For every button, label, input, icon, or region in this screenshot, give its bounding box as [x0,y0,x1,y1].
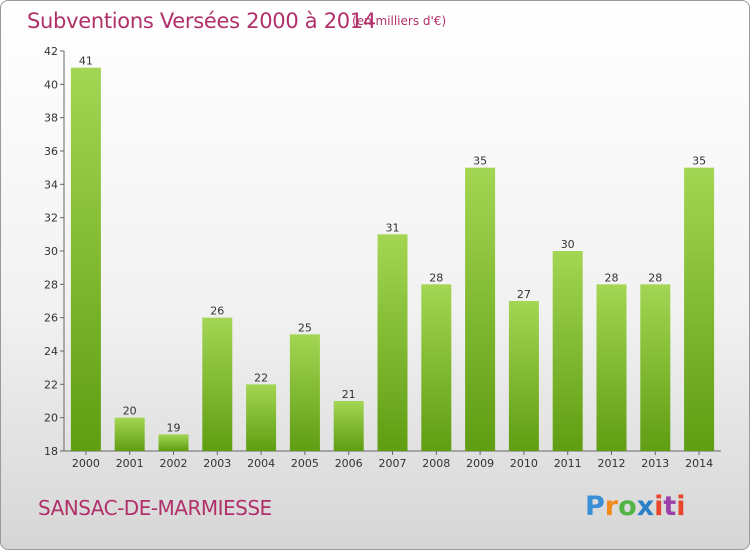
bar-value-label: 20 [123,405,137,418]
bar [684,167,715,451]
bar [333,401,364,451]
x-tick-label: 2012 [598,457,626,470]
y-tick-label: 38 [44,112,58,125]
x-tick-label: 2002 [160,457,188,470]
x-tick-label: 2011 [554,457,582,470]
y-tick-label: 36 [44,145,58,158]
bar [421,284,452,451]
y-tick-label: 40 [44,78,58,91]
y-tick-label: 20 [44,412,58,425]
x-axis: 2000 2001 2002 2003 2004 2005 2006 2007 2008 2009… [64,450,721,470]
x-tick-label: 2013 [641,457,669,470]
svg-text:Proxiti: Proxiti [585,491,686,522]
bar [114,417,145,451]
chart-title: Subventions Versées 2000 à 2014 [27,9,376,33]
x-tick-label: 2001 [116,457,144,470]
y-tick-label: 34 [44,178,58,191]
bar-value-label: 22 [254,371,268,384]
bar [640,284,671,451]
x-tick-label: 2010 [510,457,538,470]
bar-value-label: 25 [298,321,312,334]
y-tick-label: 26 [44,312,58,325]
bar [158,434,189,451]
bar [508,301,539,451]
x-tick-label: 2000 [72,457,100,470]
y-tick-label: 28 [44,278,58,291]
bar [289,334,320,451]
x-tick-label: 2006 [335,457,363,470]
chart-unit-subtitle: (en milliers d'€) [352,14,447,28]
bar-value-label: 19 [167,421,181,434]
y-tick-label: 22 [44,378,58,391]
y-tick-label: 30 [44,245,58,258]
bar [465,167,496,451]
x-tick-label: 2004 [247,457,275,470]
bar-value-label: 28 [648,271,662,284]
x-tick-label: 2007 [379,457,407,470]
x-tick-label: 2008 [422,457,450,470]
bar [552,251,583,451]
bar-value-label: 41 [79,55,93,68]
x-tick-label: 2003 [203,457,231,470]
bar [202,317,233,451]
y-tick-label: 32 [44,212,58,225]
x-tick-label: 2014 [685,457,713,470]
bar-value-label: 27 [517,288,531,301]
bar-value-label: 21 [342,388,356,401]
y-axis: 18 20 22 24 26 28 30 32 34 36 38 40 42 [44,45,65,458]
bar-value-label: 31 [386,221,400,234]
y-tick-label: 42 [44,45,58,58]
bar-value-label: 35 [473,155,487,168]
bar [377,234,408,451]
bars: 41 20 19 26 22 25 21 31 28 35 27 30 28 28 35 [70,55,715,452]
y-tick-label: 24 [44,345,58,358]
bar [246,384,277,451]
bar [596,284,627,451]
bar-value-label: 28 [605,271,619,284]
bar-value-label: 35 [692,155,706,168]
proxiti-logo[interactable]: Proxiti [583,487,693,523]
bar-value-label: 30 [561,238,575,251]
x-tick-label: 2009 [466,457,494,470]
bar-value-label: 26 [210,305,224,318]
y-tick-label: 18 [44,445,58,458]
bar [70,67,101,452]
bar-value-label: 28 [429,271,443,284]
x-tick-label: 2005 [291,457,319,470]
commune-name: SANSAC-DE-MARMIESSE [38,496,272,520]
